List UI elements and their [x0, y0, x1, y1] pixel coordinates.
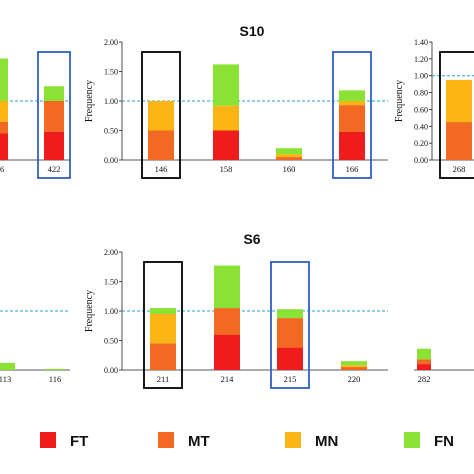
highlight-box-146 — [141, 51, 181, 179]
y-tick-label: 0.60 — [414, 105, 428, 114]
bar-mn-146 — [148, 101, 174, 131]
bar-mt-146 — [148, 130, 174, 160]
bar-fn-116 — [45, 368, 65, 370]
x-tick-label: 282 — [418, 374, 431, 384]
y-axis-label: Frequency — [84, 290, 95, 332]
chart-c1: 116 422 — [0, 51, 71, 179]
highlight-box-166 — [332, 51, 372, 179]
bar-mt-422 — [44, 101, 64, 132]
bar-ft-214 — [214, 334, 240, 370]
y-tick-label: 2.00 — [104, 248, 118, 257]
bar-mt-215 — [277, 318, 303, 348]
y-tick-label: 1.40 — [414, 38, 428, 47]
x-tick-label: 116 — [0, 164, 4, 174]
x-tick-label: 211 — [157, 374, 169, 384]
bar-ft-116 — [0, 133, 8, 160]
chart-c6: 282 — [414, 348, 474, 384]
x-tick-label: 166 — [346, 164, 359, 174]
legend-swatch-ft — [40, 432, 56, 448]
y-tick-label: 0.00 — [414, 156, 428, 165]
y-tick-label: 1.50 — [104, 278, 118, 287]
x-tick-label: 220 — [348, 374, 361, 384]
bar-fn-158 — [213, 64, 239, 106]
bar-ft-158 — [213, 130, 239, 160]
chart-title: S6 — [243, 231, 260, 247]
legend-label-ft: FT — [70, 433, 88, 450]
x-tick-label: 116 — [49, 374, 61, 384]
bar-fn-422 — [44, 86, 64, 101]
x-tick-label: 160 — [283, 164, 296, 174]
y-tick-label: 2.00 — [104, 38, 118, 47]
highlight-box-422 — [37, 51, 71, 179]
y-tick-label: 1.50 — [104, 68, 118, 77]
bar-mt-160 — [276, 157, 302, 160]
bar-mt-166 — [339, 105, 365, 132]
highlight-box-268 — [439, 51, 474, 179]
y-tick-label: 0.40 — [414, 122, 428, 131]
bar-mt-220 — [341, 367, 367, 370]
bar-fn-214 — [214, 265, 240, 309]
chart-c3: 0.00 0.20 0.40 0.60 0.80 1.00 1.20 1.40 Frequenc… — [394, 38, 474, 179]
bar-fn-160 — [276, 148, 302, 155]
x-tick-label: 113 — [0, 374, 11, 384]
legend-label-mt: MT — [188, 433, 210, 450]
bar-fn-220 — [341, 361, 367, 366]
y-tick-label: 0.20 — [414, 139, 428, 148]
x-tick-label: 146 — [155, 164, 168, 174]
x-tick-label: 215 — [284, 374, 297, 384]
bar-mn-268 — [446, 79, 472, 123]
bar-mt-268 — [446, 122, 472, 160]
y-tick-label: 1.00 — [104, 307, 118, 316]
chart-c2: S10 0.00 0.50 1.00 1.50 2.00 Frequency 146 158 16… — [84, 23, 388, 179]
bar-mn-160 — [276, 154, 302, 158]
bar-fn-166 — [339, 90, 365, 101]
y-tick-label: 0.00 — [104, 156, 118, 165]
x-tick-label: 214 — [221, 374, 235, 384]
y-tick-label: 0.00 — [104, 366, 118, 375]
bar-ft-282 — [417, 364, 431, 370]
y-tick-label: 0.80 — [414, 89, 428, 98]
y-tick-label: 0.50 — [104, 127, 118, 136]
legend-swatch-fn — [404, 432, 420, 448]
bar-mn-220 — [341, 365, 367, 368]
legend-label-fn: FN — [434, 433, 454, 450]
y-axis-label: Frequency — [84, 80, 95, 122]
bar-mn-158 — [213, 105, 239, 131]
bar-fn-211 — [150, 308, 176, 314]
bar-mn-166 — [339, 101, 365, 106]
bar-ft-215 — [277, 347, 303, 370]
bar-mt-116 — [0, 121, 8, 134]
x-tick-label: 268 — [453, 164, 466, 174]
y-tick-label: 1.00 — [414, 72, 428, 81]
bar-mn-211 — [150, 313, 176, 344]
y-tick-label: 1.00 — [104, 97, 118, 106]
bar-mt-211 — [150, 343, 176, 370]
bar-fn-113 — [0, 362, 15, 370]
x-tick-label: 158 — [220, 164, 233, 174]
legend-label-mn: MN — [315, 433, 338, 450]
bar-fn-215 — [277, 309, 303, 319]
chart-c5: S6 0.00 0.50 1.00 1.50 2.00 Frequency 211 214 215… — [84, 231, 388, 389]
bar-fn-116 — [0, 58, 8, 101]
legend-swatch-mn — [285, 432, 301, 448]
bar-ft-422 — [44, 131, 64, 160]
legend-swatch-mt — [158, 432, 174, 448]
y-tick-label: 1.20 — [414, 55, 428, 64]
y-tick-label: 0.50 — [104, 337, 118, 346]
y-axis-label: Frequency — [394, 80, 405, 122]
bar-fn-282 — [417, 348, 431, 360]
bar-mn-116 — [0, 101, 8, 122]
x-tick-label: 422 — [48, 164, 61, 174]
bar-mt-282 — [417, 359, 431, 365]
highlight-box-215 — [270, 261, 310, 389]
bar-mt-214 — [214, 308, 240, 335]
chart-c4: 113 116 — [0, 310, 70, 384]
legend: FT MT MN FN — [40, 432, 454, 450]
highlight-box-211 — [143, 261, 183, 389]
chart-title: S10 — [240, 23, 265, 39]
bar-ft-166 — [339, 131, 365, 160]
